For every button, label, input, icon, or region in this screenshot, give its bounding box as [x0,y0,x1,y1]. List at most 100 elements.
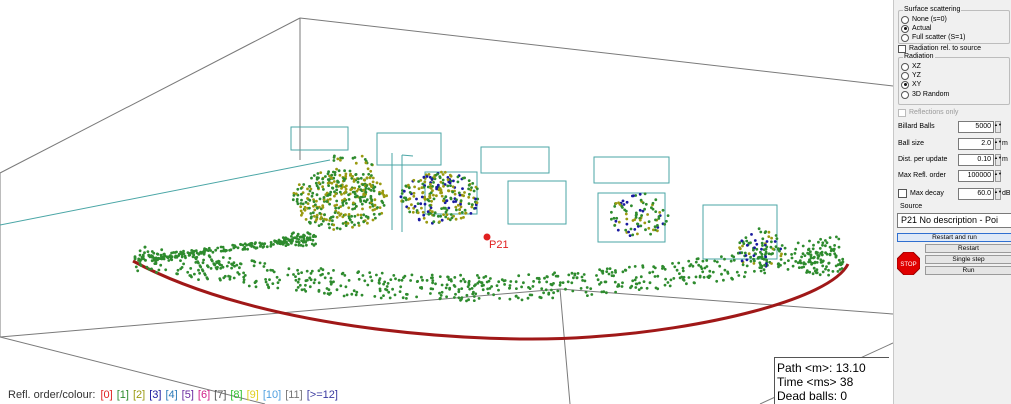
particle [566,280,570,284]
particle [338,227,342,231]
radiation-rel-checkbox[interactable]: Radiation rel. to source [898,44,981,53]
particle [840,267,844,270]
particle [236,246,240,250]
dist-per-update-spinner[interactable]: ▲▼ [994,153,1002,166]
particle [354,173,358,176]
particle [332,180,336,183]
particle [334,206,338,210]
particle [417,187,421,191]
source-dropdown[interactable]: P21 No description - Poi [897,213,1011,228]
particle [816,256,820,260]
particle [354,204,358,208]
particle [836,270,840,273]
room-scene[interactable]: P21 [0,0,893,404]
particle [810,262,813,266]
3d-viewport[interactable]: P21 Refl. order/colour: [0] [1] [2] [3] [4][… [0,0,893,404]
stop-button[interactable]: STOP [897,252,920,275]
particle [819,261,823,264]
particle [312,244,316,247]
particle [431,189,434,193]
particle [469,188,473,192]
particle [373,198,377,202]
particle [461,187,464,191]
particle [753,239,757,242]
particle [275,275,279,279]
restart-and-run-button[interactable]: Restart and run [897,233,1011,242]
particle [610,217,613,221]
particle [617,220,621,224]
particle [448,218,452,222]
radio-xy[interactable]: XY [901,80,921,89]
particle [442,213,445,217]
reflection-order-legend: Refl. order/colour: [0] [1] [2] [3] [4] [5] [6… [8,389,342,401]
particle [340,192,343,196]
particle [452,179,455,183]
particle [750,233,753,236]
particle [170,255,174,259]
particle [287,243,290,246]
particle [636,232,639,236]
max-refl-order-input[interactable]: 100000 [958,169,994,182]
particle [654,210,658,214]
particle [608,267,612,270]
particle [604,280,608,284]
particle [359,213,363,217]
particle [431,279,435,282]
particle [595,274,598,277]
radio-xz[interactable]: XZ [901,62,921,71]
run-button[interactable]: Run [925,266,1011,275]
particle [415,209,419,212]
particle [421,210,425,214]
particle [669,278,673,282]
billiard-balls-spinner[interactable]: ▲▼ [994,120,1002,133]
particle [811,247,815,251]
max-decay-checkbox[interactable] [898,189,907,198]
restart-button[interactable]: Restart [925,244,1011,253]
particle [531,285,535,288]
particle [209,249,213,252]
particle [433,175,436,179]
particle [318,197,322,201]
max-decay-input[interactable]: 60.0 [958,187,994,200]
ball-size-input[interactable]: 2.0 [958,137,994,150]
radio-3d-random[interactable]: 3D Random [901,90,949,99]
radio-yz[interactable]: YZ [901,71,921,80]
particle [677,261,681,265]
particle [310,194,314,198]
particle [423,180,427,184]
single-step-button[interactable]: Single step [925,255,1011,264]
particle [744,254,748,257]
ball-size-spinner[interactable]: ▲▼ [994,137,1002,150]
max-refl-order-spinner[interactable]: ▲▼ [994,169,1002,182]
max-decay-spinner[interactable]: ▲▼ [994,187,1002,200]
particle [371,176,375,180]
dist-per-update-input[interactable]: 0.10 [958,153,994,166]
particle [378,182,382,186]
particle [819,258,823,262]
billiard-balls-input[interactable]: 5000 [958,120,994,133]
status-readout: Path <m>: 13.10 Time <ms> 38 Dead balls:… [774,357,889,404]
particle [392,274,396,277]
particle [263,262,267,265]
particle [425,220,429,224]
particle [138,262,142,265]
radio-actual[interactable]: Actual [901,24,931,33]
particle [827,261,831,265]
particle [344,224,348,228]
radio-full-scatter[interactable]: Full scatter (S=1) [901,33,966,42]
particle [808,239,811,243]
particle [813,260,817,264]
particle [160,255,163,258]
particle [639,275,643,279]
radio-none[interactable]: None (s=0) [901,15,947,24]
particle [598,268,601,271]
particle [827,268,830,272]
particle [663,267,667,271]
particle [829,249,833,253]
particle [216,246,220,250]
particle [312,281,316,285]
particle [447,189,450,193]
particle [329,190,333,194]
particle [356,180,360,184]
reflections-only-checkbox[interactable]: Reflections only [898,108,958,117]
